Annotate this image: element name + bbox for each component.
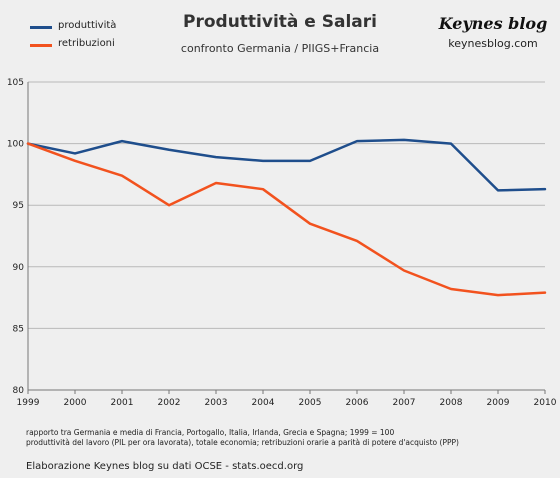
x-tick-label-2007: 2007 (393, 398, 416, 408)
y-tick-label-105: 105 (7, 78, 24, 88)
y-tick-label-80: 80 (13, 386, 25, 396)
y-tick-label-95: 95 (13, 201, 24, 211)
y-tick-label-90: 90 (13, 263, 25, 273)
x-tick-label-2002: 2002 (158, 398, 181, 408)
series-line-produttivita (26, 138, 547, 192)
x-tick-label-1999: 1999 (17, 398, 40, 408)
y-tick-label-100: 100 (7, 140, 24, 150)
source-note: Elaborazione Keynes blog su dati OCSE - … (26, 461, 304, 472)
x-tick-label-2009: 2009 (487, 398, 510, 408)
footnote-2: produttività del lavoro (PIL per ora lav… (26, 438, 459, 447)
x-tick-label-2010: 2010 (534, 398, 557, 408)
x-tick-label-2003: 2003 (205, 398, 228, 408)
chart-title: Produttività e Salari (183, 12, 377, 32)
x-tick-label-2001: 2001 (111, 398, 134, 408)
brand: Keynes blog keynesblog.com (438, 14, 548, 50)
legend-swatch-produttivita (30, 26, 52, 29)
legend-label-retribuzioni: retribuzioni (58, 38, 115, 49)
brand-url: keynesblog.com (448, 37, 538, 50)
y-tick-label-85: 85 (13, 324, 24, 334)
brand-name: Keynes blog (438, 14, 548, 33)
x-tick-label-2005: 2005 (299, 398, 322, 408)
x-tick-label-2006: 2006 (346, 398, 369, 408)
x-tick-label-2004: 2004 (252, 398, 275, 408)
series-line-retribuzioni (26, 142, 547, 297)
x-tick-label-2008: 2008 (440, 398, 463, 408)
x-tick-label-2000: 2000 (64, 398, 87, 408)
legend-label-produttivita: produttività (58, 20, 117, 31)
footnote-1: rapporto tra Germania e media di Francia… (26, 428, 395, 437)
chart-subtitle: confronto Germania / PIIGS+Francia (180, 42, 380, 55)
legend-swatch-retribuzioni (30, 44, 52, 47)
